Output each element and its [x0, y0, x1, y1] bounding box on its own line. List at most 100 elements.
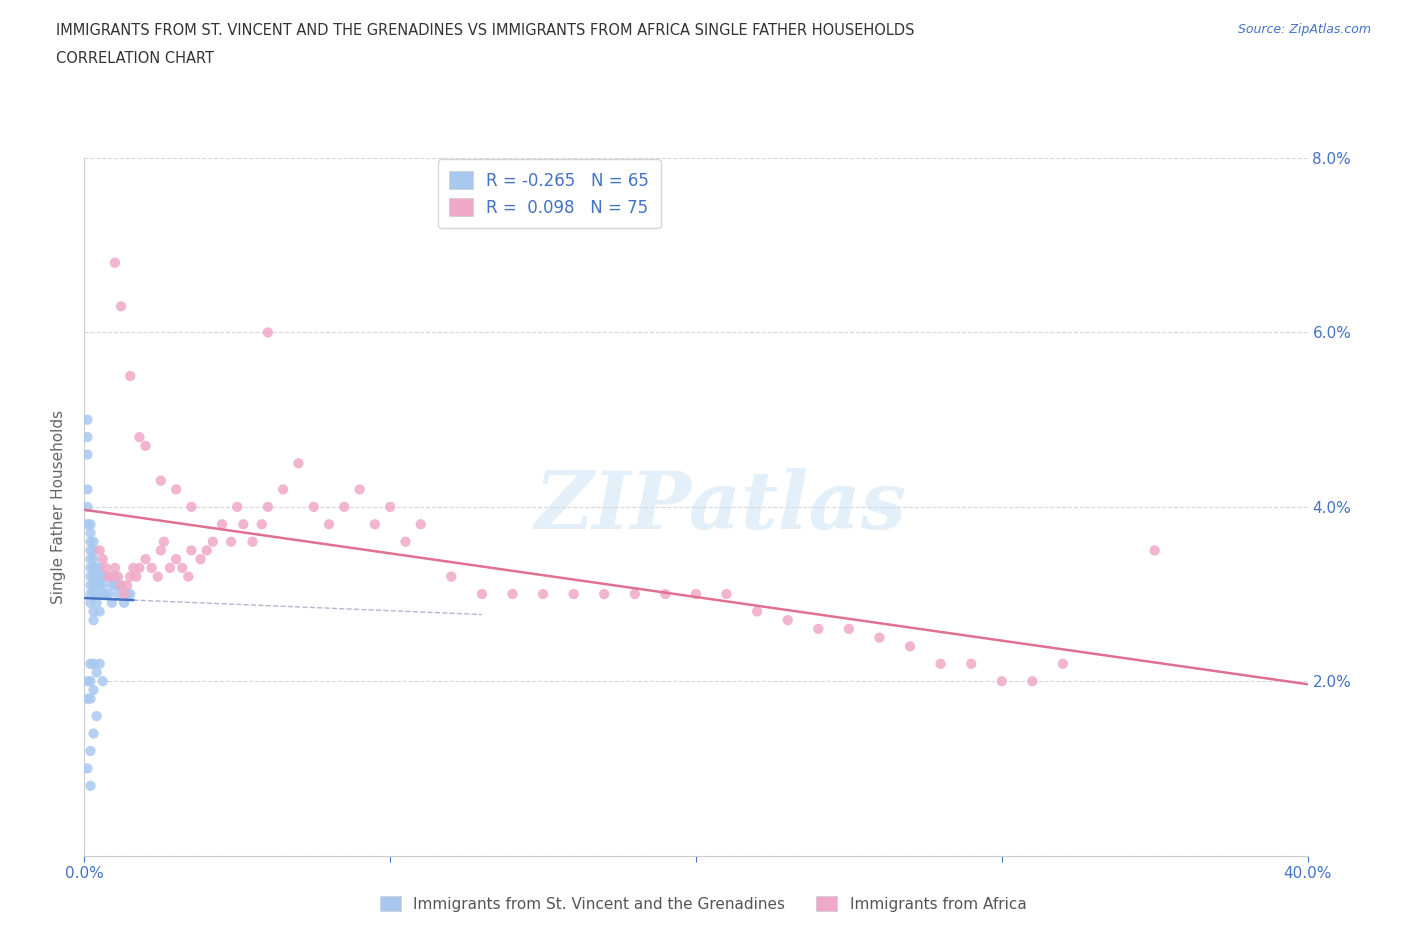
Point [165, 551, 187, 566]
Point [91, 587, 114, 602]
Point [79, 534, 101, 549]
Point [79, 744, 101, 759]
Point [76, 499, 98, 514]
Point [211, 517, 233, 532]
Point [991, 673, 1014, 688]
Point [177, 569, 200, 584]
Point [110, 578, 132, 592]
Point [79, 673, 101, 688]
Point [83, 569, 105, 584]
Point [685, 587, 707, 602]
Point [104, 569, 127, 584]
Point [91, 551, 114, 566]
Point [141, 561, 163, 576]
Point [94, 569, 117, 584]
Point [135, 438, 157, 453]
Point [115, 587, 138, 602]
Point [287, 456, 309, 471]
Point [226, 499, 249, 514]
Point [76, 673, 98, 688]
Point [89, 604, 111, 619]
Point [318, 517, 340, 532]
Point [257, 499, 280, 514]
Point [409, 517, 432, 532]
Point [394, 534, 416, 549]
Point [747, 604, 769, 619]
Point [79, 657, 101, 671]
Point [257, 326, 280, 340]
Point [302, 499, 325, 514]
Point [146, 569, 169, 584]
Point [83, 726, 105, 741]
Point [716, 587, 738, 602]
Point [502, 587, 524, 602]
Point [180, 543, 202, 558]
Point [110, 299, 132, 313]
Point [1143, 543, 1166, 558]
Point [333, 499, 356, 514]
Point [271, 482, 294, 497]
Text: CORRELATION CHART: CORRELATION CHART [56, 51, 214, 66]
Point [97, 569, 120, 584]
Point [76, 761, 98, 776]
Point [104, 256, 127, 271]
Point [159, 561, 181, 576]
Point [776, 613, 799, 628]
Point [120, 569, 142, 584]
Point [86, 595, 108, 610]
Point [242, 534, 264, 549]
Point [76, 430, 98, 445]
Point [83, 683, 105, 698]
Point [89, 657, 111, 671]
Point [79, 551, 101, 566]
Point [83, 551, 105, 566]
Point [86, 569, 108, 584]
Point [838, 621, 860, 636]
Point [101, 595, 124, 610]
Text: ZIPatlas: ZIPatlas [534, 468, 907, 546]
Text: IMMIGRANTS FROM ST. VINCENT AND THE GRENADINES VS IMMIGRANTS FROM AFRICA SINGLE : IMMIGRANTS FROM ST. VINCENT AND THE GREN… [56, 23, 915, 38]
Point [122, 561, 145, 576]
Point [76, 447, 98, 462]
Point [125, 569, 148, 584]
Point [91, 673, 114, 688]
Point [86, 665, 108, 680]
Point [79, 587, 101, 602]
Point [201, 534, 224, 549]
Point [172, 561, 194, 576]
Point [593, 587, 616, 602]
Point [83, 613, 105, 628]
Point [89, 569, 111, 584]
Point [107, 587, 129, 602]
Point [83, 543, 105, 558]
Point [79, 543, 101, 558]
Point [898, 639, 921, 654]
Point [89, 561, 111, 576]
Point [79, 778, 101, 793]
Point [110, 578, 132, 592]
Point [1052, 657, 1074, 671]
Point [83, 578, 105, 592]
Point [76, 482, 98, 497]
Point [624, 587, 647, 602]
Point [83, 657, 105, 671]
Y-axis label: Single Father Households: Single Father Households [51, 410, 66, 604]
Point [83, 561, 105, 576]
Point [471, 587, 494, 602]
Point [89, 578, 111, 592]
Point [250, 517, 273, 532]
Point [86, 578, 108, 592]
Point [101, 569, 124, 584]
Point [364, 517, 387, 532]
Point [149, 543, 172, 558]
Point [153, 534, 176, 549]
Point [120, 587, 142, 602]
Point [101, 578, 124, 592]
Point [128, 561, 150, 576]
Point [380, 499, 402, 514]
Point [97, 587, 120, 602]
Point [440, 569, 463, 584]
Point [149, 473, 172, 488]
Point [83, 534, 105, 549]
Point [107, 569, 129, 584]
